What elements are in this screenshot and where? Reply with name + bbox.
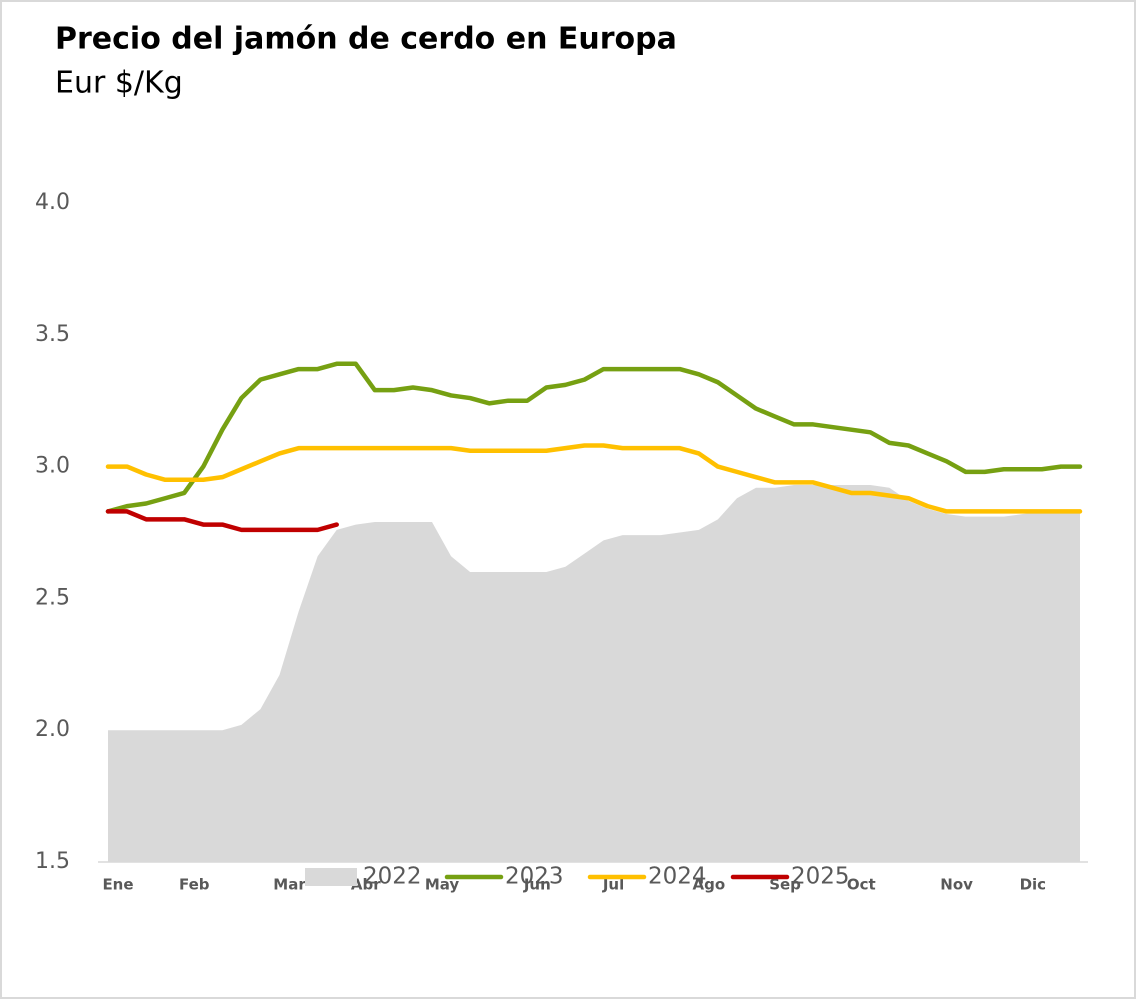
legend-label: 2023 [505, 864, 564, 890]
x-tick-label: Dic [1020, 876, 1046, 894]
x-tick-label: Sep [769, 876, 801, 894]
legend-label: 2025 [791, 864, 850, 890]
line [105, 509, 339, 533]
x-tick-label: Feb [179, 876, 210, 894]
x-tick-label: Abr [351, 876, 381, 894]
y-tick-label: 4.0 [35, 190, 70, 215]
legend-label: 2024 [648, 864, 707, 890]
line [105, 361, 1083, 514]
x-tick-label: Nov [940, 876, 973, 894]
area [108, 485, 1080, 862]
legend-swatch [305, 868, 357, 886]
chart-title: Precio del jamón de cerdo en Europa [55, 22, 677, 57]
y-tick-label: 2.0 [35, 717, 70, 742]
y-tick-label: 2.5 [35, 585, 70, 610]
x-tick-label: Oct [847, 876, 876, 894]
y-tick-label: 1.5 [35, 849, 70, 874]
chart-subtitle: Eur $/Kg [55, 66, 183, 101]
line [105, 443, 1083, 514]
x-tick-label: May [425, 876, 460, 894]
x-tick-label: Ene [102, 876, 133, 894]
legend-label: 2022 [363, 864, 422, 890]
y-tick-label: 3.0 [35, 454, 70, 479]
x-tick-label: Jun [523, 876, 551, 894]
x-tick-label: Jul [602, 876, 624, 894]
x-tick-label: Ago [692, 876, 725, 894]
x-tick-label: Mar [273, 876, 306, 894]
y-tick-label: 3.5 [35, 322, 70, 347]
